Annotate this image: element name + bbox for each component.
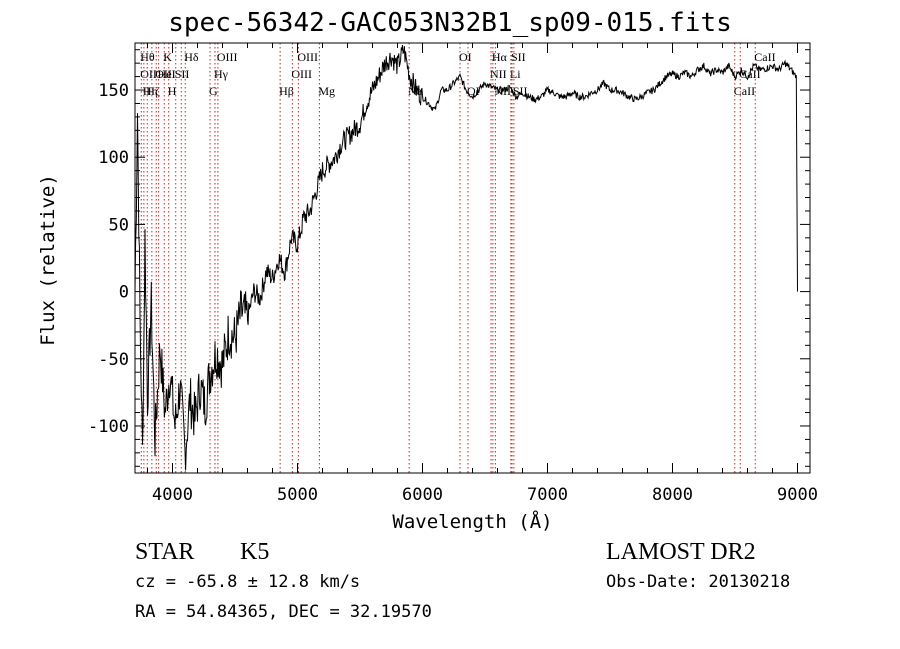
line-label-2-bot: Hζ [146,84,160,98]
x-tick-label-9000: 9000 [777,485,818,505]
line-label-17-bot: Mg [318,84,335,98]
line-label-15-mid: OIII [291,67,312,81]
line-label-5-mid: HeI [158,67,176,81]
y-tick-label--50: -50 [98,350,129,370]
line-label-11-bot: G [209,84,218,98]
line-label-26-bot: SII [513,84,528,98]
line-label-0-mid: OII [140,67,157,81]
y-axis-label: Flux (relative) [37,174,59,346]
line-label-6-top: K [163,50,172,64]
line-label-16-top: OIII [297,50,318,64]
x-tick-label-5000: 5000 [277,485,318,505]
line-label-4-mid: OII [155,67,172,81]
y-tick-label-50: 50 [109,215,129,235]
x-tick-label-8000: 8000 [652,485,693,505]
line-label-27-bot: CaII [734,84,755,98]
line-label-8-mid: SII [175,67,190,81]
line-label-19-top: OI [459,50,472,64]
axis-labels: Wavelength (Å) Flux (relative) [37,174,553,533]
spectrum-line [134,44,798,471]
y-tick-label-150: 150 [98,81,129,101]
line-label-10-top: Hδ [184,50,199,64]
line-label-13-top: OIII [217,50,238,64]
line-label-22-top: Hα [492,50,508,64]
spectrum-series [134,44,798,471]
line-label-1-bot: Hη [143,84,158,98]
line-label-12-mid: Hγ [214,67,229,81]
obs-date-label: Obs-Date: 20130218 [606,572,791,592]
ra-dec-label: RA = 54.84365, DEC = 32.19570 [135,602,432,622]
survey-label: LAMOST DR2 [606,539,756,565]
line-label-14-bot: Hβ [279,84,294,98]
x-tick-label-6000: 6000 [402,485,443,505]
x-axis-label: Wavelength (Å) [392,510,552,533]
plot-frame [134,42,811,474]
emission-line-markers: HθOIIHηHζOIIHeIKHSIIHδGHγOIIIHβOIIIOIIIM… [140,43,776,473]
y-tick-label-0: 0 [119,283,129,303]
redshift-label: cz = -65.8 ± 12.8 km/s [135,572,361,592]
class-label: STAR [135,539,195,565]
line-label-25-top: SII [511,50,526,64]
subclass-label: K5 [240,539,270,565]
line-label-24-mid: Li [510,67,521,81]
chart-title: spec-56342-GAC053N32B1_sp09-015.fits [168,8,732,38]
line-label-21-mid: NII [490,67,507,81]
y-tick-label-100: 100 [98,148,129,168]
y-tick-label--100: -100 [88,417,129,437]
line-label-7-bot: H [168,84,177,98]
line-label-29-top: CaII [754,50,775,64]
x-tick-label-4000: 4000 [152,485,193,505]
x-tick-label-7000: 7000 [527,485,568,505]
plot-axes: 4000 5000 6000 7000 8000 9000 -100 -50 0 50 100 150 [88,42,818,505]
